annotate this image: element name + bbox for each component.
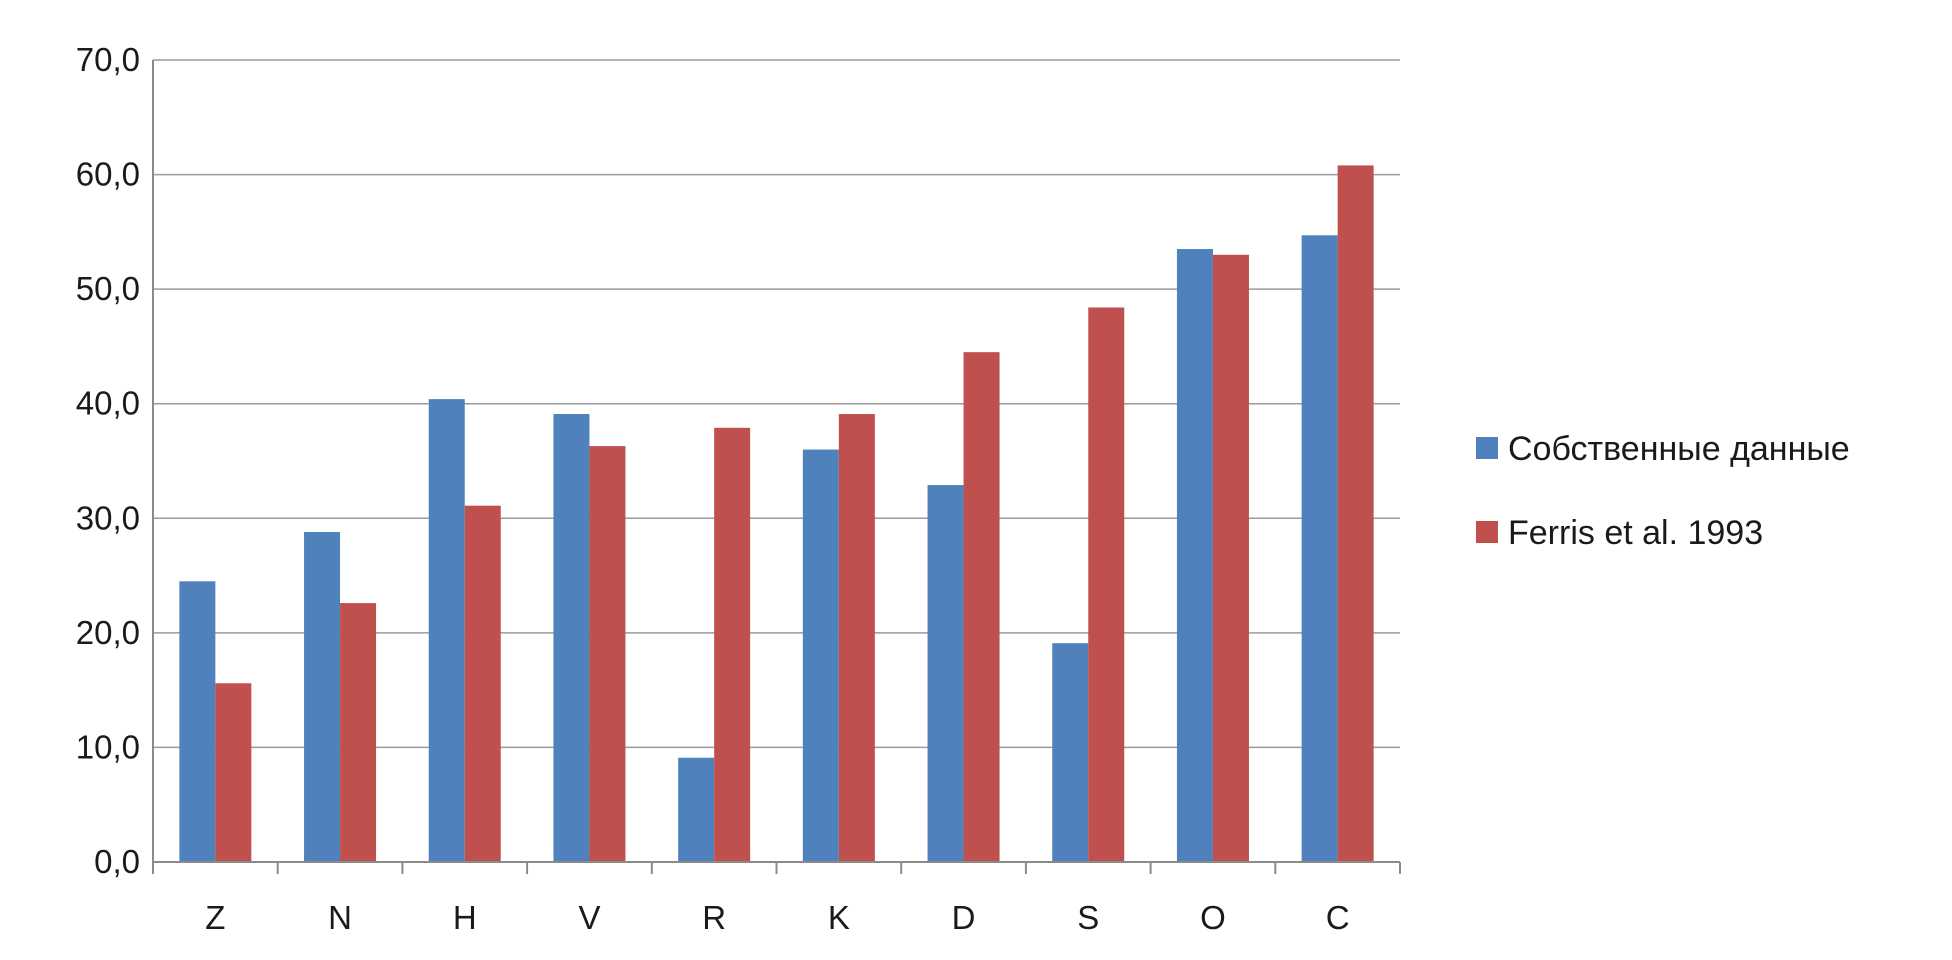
y-axis-ticks: 0,0 10,0 20,0 30,0 40,0 50,0 60,0 70,0: [76, 41, 140, 880]
x-tick-label: S: [1077, 899, 1099, 936]
legend: Собственные данные Ferris et al. 1993: [1476, 430, 1850, 552]
bar-ferris-K: [838, 414, 875, 862]
x-tick-label: D: [952, 899, 976, 936]
axes: [152, 60, 1401, 874]
y-tick-label: 20,0: [76, 614, 140, 651]
bar-ferris-N: [340, 603, 377, 862]
bar-own-data-Z: [179, 581, 216, 862]
bar-own-data-S: [1052, 643, 1089, 862]
x-tick-label: O: [1200, 899, 1226, 936]
bar-ferris-C: [1337, 165, 1374, 863]
bar-own-data-D: [927, 485, 964, 862]
x-tick-label: H: [453, 899, 477, 936]
x-tick-label: R: [702, 899, 726, 936]
x-tick-label: C: [1326, 899, 1350, 936]
bars: [179, 165, 1374, 863]
x-tick-label: K: [828, 899, 850, 936]
bar-ferris-O: [1212, 254, 1249, 862]
bar-ferris-V: [589, 446, 626, 862]
x-tick-label: V: [578, 899, 600, 936]
bar-ferris-R: [714, 427, 751, 862]
bar-ferris-D: [963, 352, 1000, 862]
bar-own-data-N: [304, 532, 341, 862]
bar-ferris-Z: [215, 683, 252, 862]
bar-own-data-V: [553, 414, 590, 862]
y-tick-label: 60,0: [76, 156, 140, 193]
bar-own-data-C: [1301, 235, 1338, 862]
legend-swatch-ferris: [1476, 521, 1498, 543]
y-tick-label: 50,0: [76, 270, 140, 307]
bar-ferris-H: [464, 505, 501, 862]
x-tick-label: N: [328, 899, 352, 936]
bar-ferris-S: [1088, 307, 1125, 863]
y-tick-label: 70,0: [76, 41, 140, 78]
bar-own-data-H: [428, 399, 465, 862]
y-tick-label: 0,0: [94, 843, 140, 880]
bar-own-data-O: [1176, 249, 1213, 863]
y-tick-label: 30,0: [76, 499, 140, 536]
legend-label-ferris: Ferris et al. 1993: [1508, 514, 1763, 552]
x-tick-label: Z: [205, 899, 225, 936]
legend-swatch-own-data: [1476, 437, 1498, 459]
y-tick-label: 40,0: [76, 385, 140, 422]
bar-own-data-R: [678, 757, 715, 862]
y-tick-label: 10,0: [76, 728, 140, 765]
legend-label-own-data: Собственные данные: [1508, 430, 1850, 468]
bar-own-data-K: [802, 449, 839, 862]
